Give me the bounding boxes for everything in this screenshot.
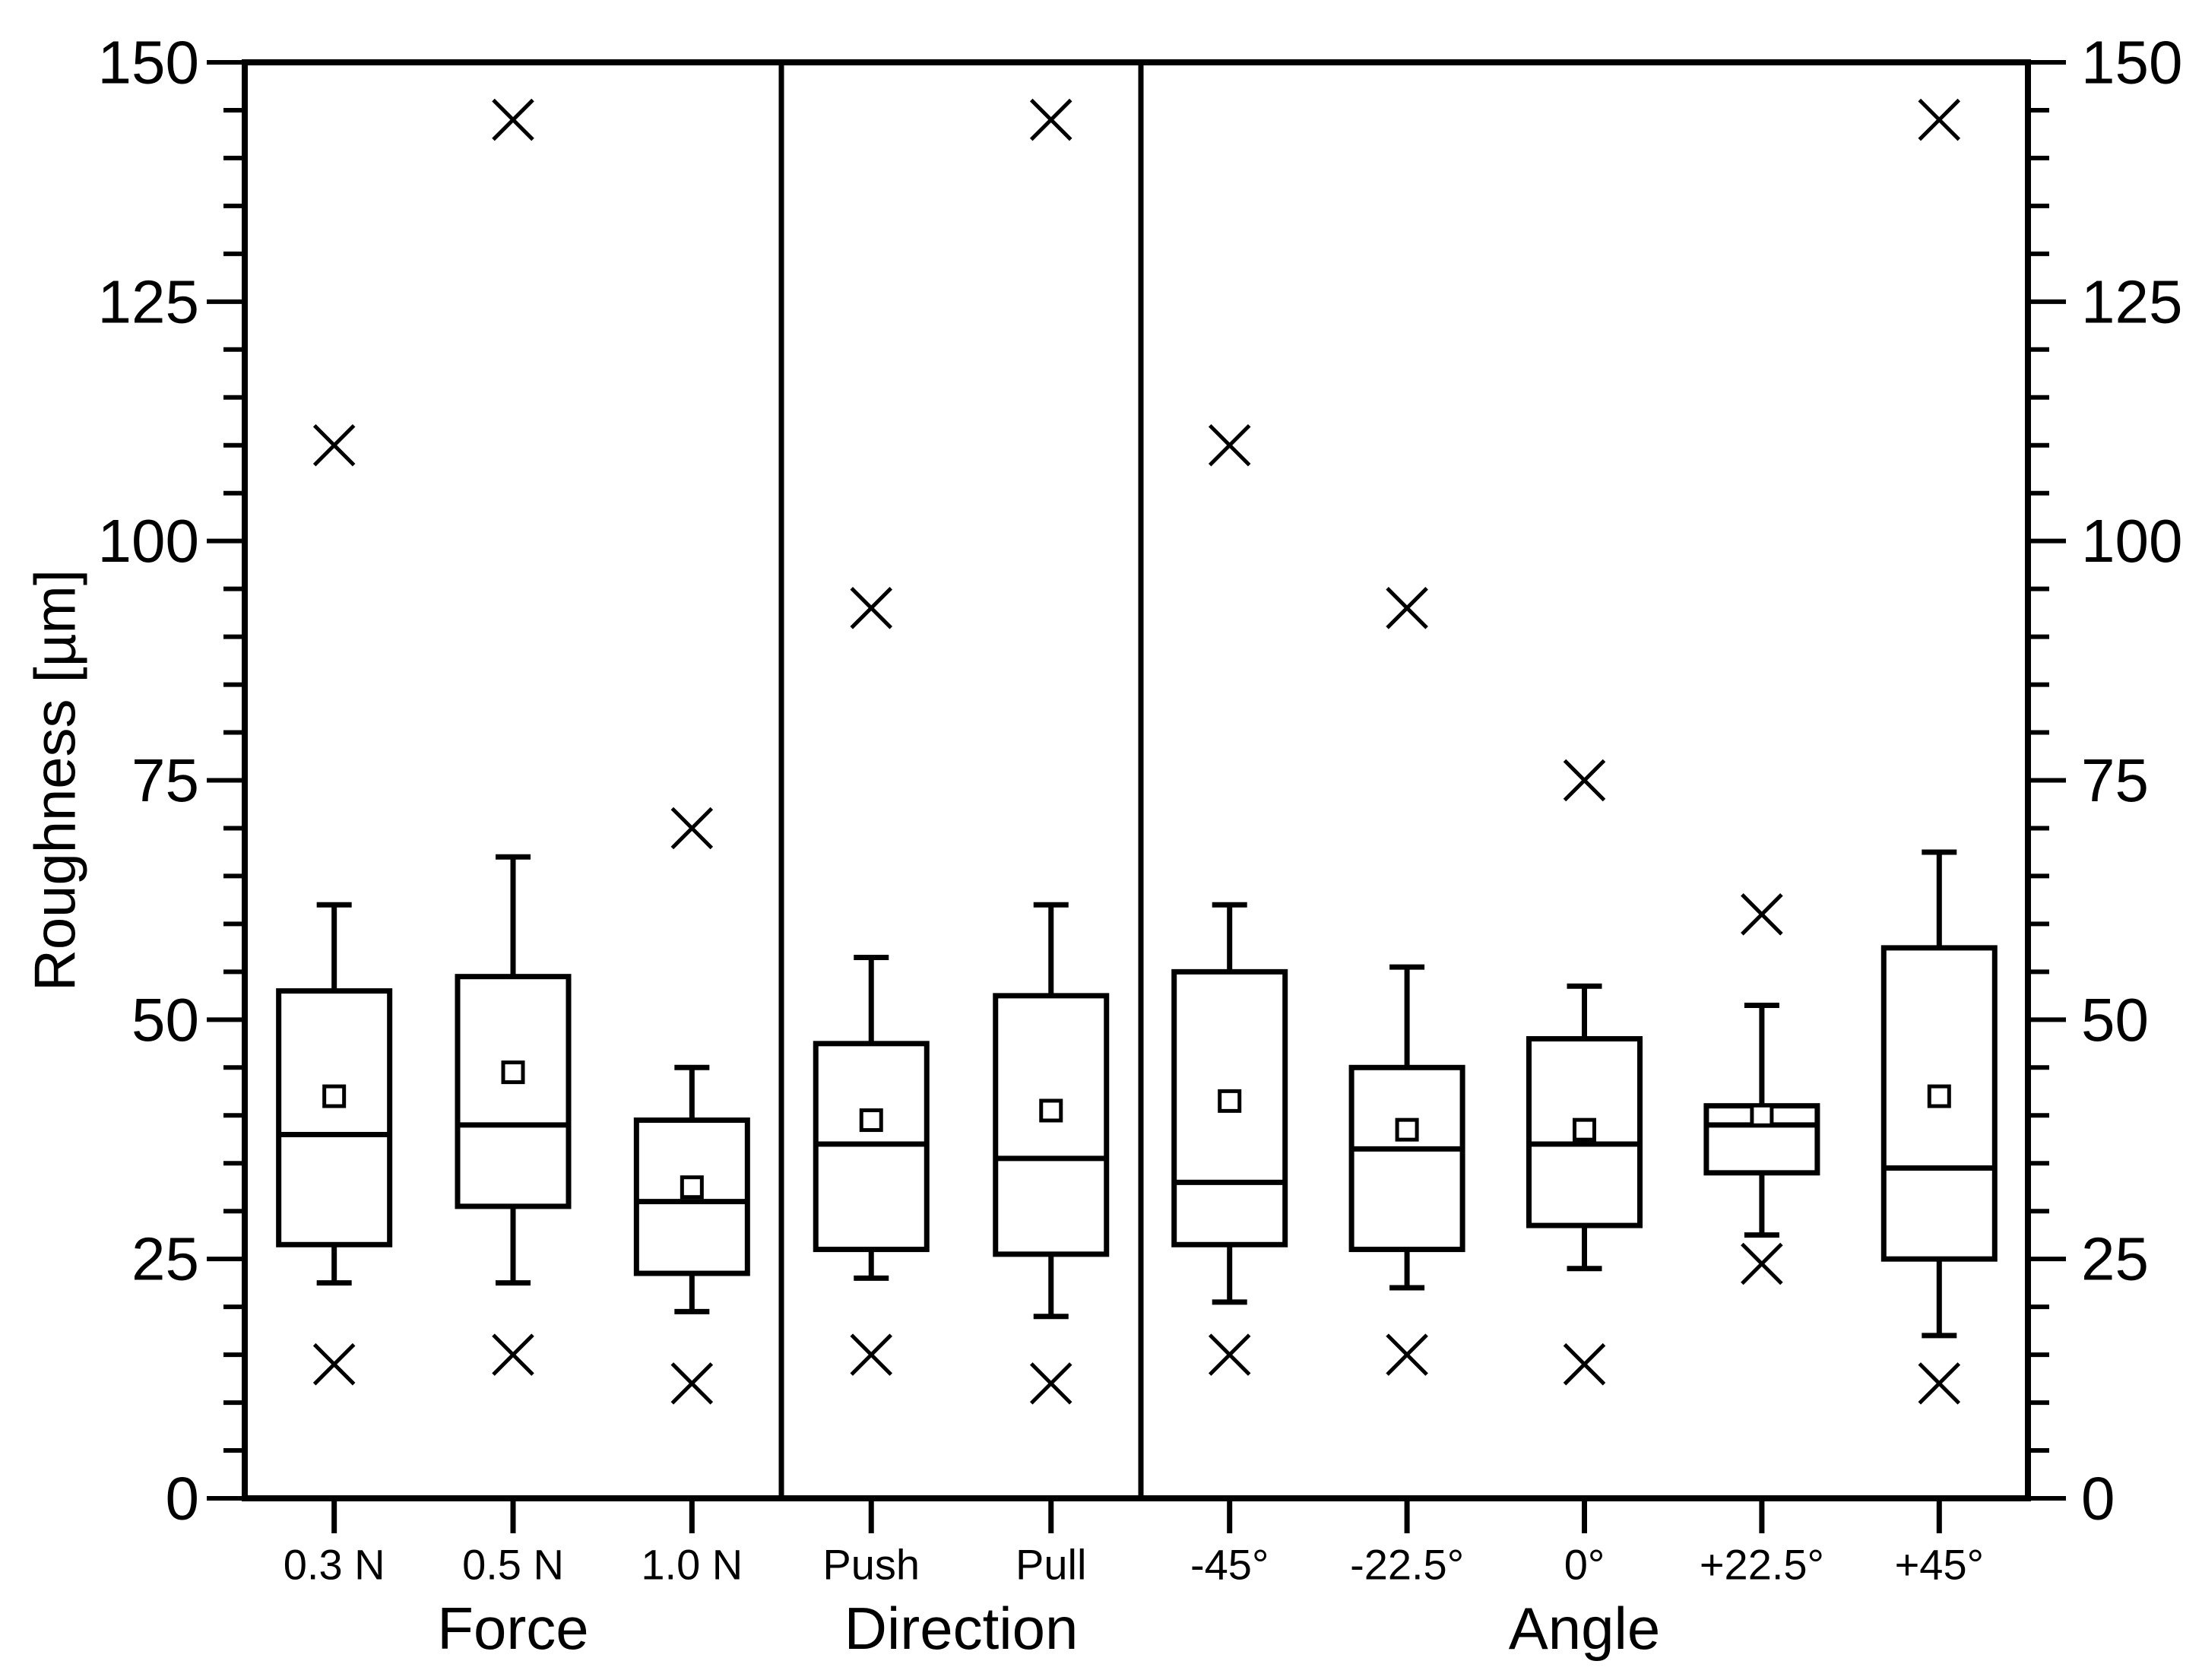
x-stroke bbox=[670, 1362, 714, 1405]
x-category-label: 1.0 N bbox=[641, 1541, 743, 1589]
panel-direction: Direction Push Pull bbox=[778, 62, 1110, 1662]
box-group: 0.5 N bbox=[455, 98, 572, 1589]
x-stroke bbox=[492, 98, 534, 141]
outlier-x-marker bbox=[670, 807, 714, 850]
y-axis-title: Roughness [µm] bbox=[24, 569, 88, 991]
iqr-box bbox=[1348, 1064, 1465, 1253]
outlier-x-marker bbox=[850, 1333, 893, 1376]
x-stroke bbox=[1029, 1362, 1072, 1405]
mean-square-marker bbox=[680, 1175, 704, 1200]
x-category-label: -22.5° bbox=[1350, 1541, 1464, 1589]
mean-square-marker bbox=[1750, 1103, 1774, 1127]
outlier-x-marker bbox=[1918, 98, 1961, 141]
x-stroke bbox=[1918, 1362, 1961, 1405]
x-category-label: 0° bbox=[1564, 1541, 1605, 1589]
y-tick-label-right: 0 bbox=[2081, 1465, 2115, 1533]
x-stroke bbox=[1208, 1333, 1251, 1376]
mean-square-marker bbox=[1218, 1089, 1242, 1113]
iqr-box bbox=[455, 974, 572, 1209]
panel-title: Direction bbox=[844, 1595, 1079, 1662]
panel-title: Angle bbox=[1509, 1595, 1661, 1662]
x-stroke bbox=[1386, 1333, 1428, 1376]
mean-square-marker bbox=[1573, 1117, 1596, 1142]
box-group: Pull bbox=[993, 98, 1110, 1589]
x-stroke bbox=[670, 807, 714, 850]
box-group: 0.3 N bbox=[276, 423, 393, 1589]
x-stroke bbox=[1741, 893, 1783, 936]
panel-angle: Angle -45° -22.5° 0° +22.5° +45° bbox=[1138, 62, 1998, 1662]
y-tick-label-left: 0 bbox=[166, 1465, 200, 1533]
x-stroke bbox=[850, 1333, 893, 1376]
outlier-x-marker bbox=[1029, 98, 1072, 141]
outlier-x-marker bbox=[1386, 1333, 1428, 1376]
iqr-box bbox=[993, 993, 1110, 1257]
outlier-x-marker bbox=[492, 98, 534, 141]
y-tick-label-left: 125 bbox=[98, 268, 199, 335]
x-category-label: 0.5 N bbox=[462, 1541, 564, 1589]
mean-square-marker bbox=[1927, 1084, 1951, 1108]
x-stroke bbox=[1741, 1242, 1783, 1285]
outlier-x-marker bbox=[1563, 1342, 1606, 1386]
outlier-x-marker bbox=[1741, 1242, 1783, 1285]
mean-square-marker bbox=[322, 1084, 347, 1108]
mean-square-marker bbox=[501, 1060, 525, 1085]
x-category-label: Push bbox=[822, 1541, 920, 1589]
y-tick-label-right: 150 bbox=[2081, 29, 2182, 97]
y-tick-label-right: 100 bbox=[2081, 507, 2182, 575]
mean-square-marker bbox=[859, 1108, 883, 1133]
x-category-label: -45° bbox=[1190, 1541, 1269, 1589]
y-tick-label-left: 150 bbox=[98, 29, 199, 97]
panel-title: Force bbox=[437, 1595, 588, 1662]
iqr-box bbox=[276, 988, 393, 1247]
x-stroke bbox=[1563, 1342, 1606, 1386]
x-stroke bbox=[1208, 423, 1251, 467]
outlier-x-marker bbox=[1386, 587, 1428, 629]
x-category-label: +22.5° bbox=[1700, 1541, 1824, 1589]
x-stroke bbox=[1563, 759, 1606, 802]
outlier-x-marker bbox=[1918, 1362, 1961, 1405]
y-tick-label-left: 25 bbox=[131, 1225, 199, 1293]
y-tick-label-right: 125 bbox=[2081, 268, 2182, 335]
y-tick-label-left: 75 bbox=[131, 746, 199, 814]
x-stroke bbox=[1918, 98, 1961, 141]
outlier-x-marker bbox=[312, 423, 356, 467]
x-stroke bbox=[1386, 587, 1428, 629]
mean-square-marker bbox=[1395, 1117, 1419, 1142]
panel-force: Force 0.3 N 0.5 N 1.0 N bbox=[276, 98, 750, 1662]
outlier-x-marker bbox=[492, 1333, 534, 1376]
x-stroke bbox=[850, 587, 893, 629]
mean-square-marker bbox=[1039, 1098, 1063, 1123]
outlier-x-marker bbox=[1208, 423, 1251, 467]
x-stroke bbox=[492, 1333, 534, 1376]
x-category-label: 0.3 N bbox=[284, 1541, 385, 1589]
y-tick-label-right: 75 bbox=[2081, 746, 2149, 814]
box-group: 1.0 N bbox=[633, 807, 750, 1589]
y-tick-label-left: 50 bbox=[131, 986, 199, 1054]
x-category-label: +45° bbox=[1895, 1541, 1984, 1589]
box-group: +22.5° bbox=[1700, 893, 1824, 1589]
box-group: 0° bbox=[1526, 759, 1643, 1589]
y-tick-label-right: 25 bbox=[2081, 1225, 2149, 1293]
box-group: Push bbox=[813, 587, 930, 1589]
outlier-x-marker bbox=[850, 587, 893, 629]
x-stroke bbox=[1029, 98, 1072, 141]
y-axes: 0 0 25 25 50 50 75 75 100 100 125 125 150 150 bbox=[98, 29, 2183, 1533]
iqr-box bbox=[1880, 945, 1998, 1262]
outlier-x-marker bbox=[1563, 759, 1606, 802]
box-group: +45° bbox=[1880, 98, 1998, 1589]
box-group: -22.5° bbox=[1348, 587, 1465, 1589]
outlier-x-marker bbox=[670, 1362, 714, 1405]
box-group: -45° bbox=[1171, 423, 1288, 1589]
x-stroke bbox=[312, 423, 356, 467]
y-tick-label-left: 100 bbox=[98, 507, 199, 575]
y-tick-label-right: 50 bbox=[2081, 986, 2149, 1054]
outlier-x-marker bbox=[1208, 1333, 1251, 1376]
outlier-x-marker bbox=[1741, 893, 1783, 936]
outlier-x-marker bbox=[1029, 1362, 1072, 1405]
outlier-x-marker bbox=[312, 1342, 356, 1386]
x-stroke bbox=[312, 1342, 356, 1386]
x-category-label: Pull bbox=[1015, 1541, 1086, 1589]
